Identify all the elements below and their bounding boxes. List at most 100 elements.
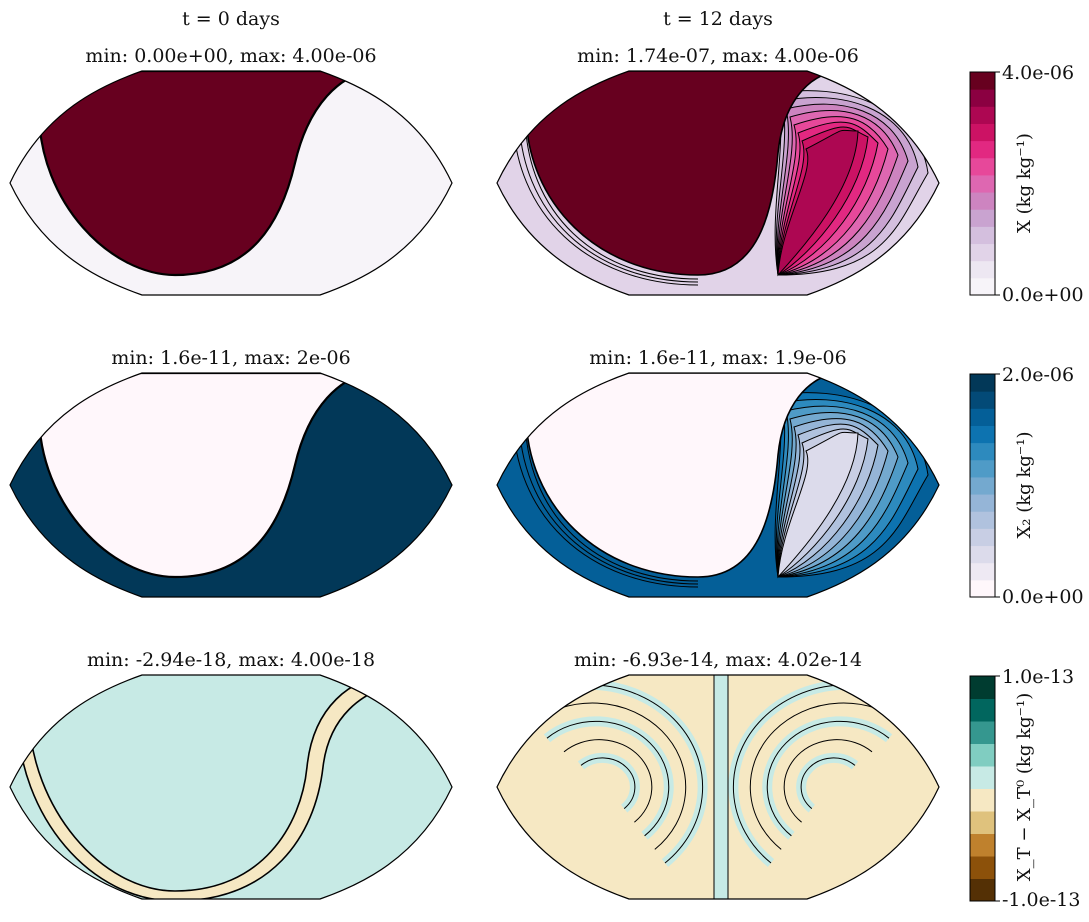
colorbar-xt-max: 1.0e-13 <box>1002 666 1074 688</box>
contour-line <box>512 414 699 588</box>
map-outline <box>9 674 453 900</box>
colorbar-segment <box>970 788 995 812</box>
colorbar-segment <box>970 226 995 245</box>
map-field <box>497 373 939 597</box>
colorbar-segment <box>970 743 995 767</box>
map-panel-5 <box>9 674 453 900</box>
colorbar-segment <box>970 140 995 159</box>
contour-line <box>518 414 699 585</box>
tracer-core <box>525 71 839 276</box>
colorbar-segment <box>970 579 995 598</box>
colorbar-x <box>969 71 1000 296</box>
colorbar-segment <box>970 528 995 547</box>
colorbar-x2-label: X₂ (kg kg⁻¹) <box>1014 431 1035 538</box>
column-title-right: t = 12 days <box>663 8 773 30</box>
colorbar-segment <box>970 374 995 392</box>
map-outline <box>496 70 940 296</box>
map-field <box>10 675 452 899</box>
colorbar-segment <box>970 209 995 227</box>
colorbar-xt-diff <box>969 675 1000 902</box>
filament-contour <box>749 702 907 850</box>
panel-title-1: min: 0.00e+00, max: 4.00e-06 <box>85 45 376 67</box>
colorbar-segment <box>970 106 995 124</box>
filament-contour <box>546 720 670 837</box>
panel-title-3: min: 1.6e-11, max: 2e-06 <box>111 347 350 369</box>
colorbar-segment <box>970 811 995 834</box>
colorbar-segment <box>970 408 995 426</box>
map-outline <box>496 674 940 900</box>
panel-title-5: min: -2.94e-18, max: 4.00e-18 <box>87 649 375 671</box>
colorbar-segment <box>970 878 995 902</box>
colorbar-segment <box>970 676 995 699</box>
map-field <box>497 675 939 899</box>
map-outline <box>9 70 453 296</box>
colorbar-x-label: X (kg kg⁻¹) <box>1014 133 1035 233</box>
contour-band <box>777 431 859 579</box>
colorbar-segment <box>970 766 995 789</box>
colorbar-segment <box>970 277 995 296</box>
map-field <box>497 71 939 295</box>
colorbar-x2-min: 0.0e+00 <box>1002 586 1084 608</box>
filament-contour <box>766 720 890 837</box>
colorbar-segment <box>970 494 995 512</box>
colorbar-x-min: 0.0e+00 <box>1002 284 1084 306</box>
filament-contour <box>563 739 653 823</box>
contour-line <box>524 112 699 280</box>
contour-line <box>512 112 699 286</box>
map-panel-1 <box>9 70 453 296</box>
colorbar-segment <box>970 721 995 744</box>
colorbar-segment <box>970 391 995 409</box>
panel-title-4: min: 1.6e-11, max: 1.9e-06 <box>589 347 846 369</box>
colorbar-x2 <box>969 373 1000 598</box>
panel-title-2: min: 1.74e-07, max: 4.00e-06 <box>577 45 859 67</box>
colorbar-frame <box>969 373 996 598</box>
colorbar-segment <box>970 459 995 478</box>
colorbar-segment <box>970 856 995 879</box>
contour-band <box>777 129 859 277</box>
map-panel-3 <box>9 372 453 598</box>
contour-line <box>518 112 699 283</box>
colorbar-segment <box>970 157 995 176</box>
colorbar-xt-min: -1.0e-13 <box>1002 889 1080 911</box>
colorbar-segment <box>970 72 995 90</box>
colorbar-x-max: 4.0e-06 <box>1002 62 1074 84</box>
colorbar-segment <box>970 833 995 857</box>
colorbar-segment <box>970 425 995 444</box>
tracer-core <box>525 373 839 578</box>
filament-contour <box>800 757 856 809</box>
map-panel-2 <box>496 70 940 296</box>
map-panel-4 <box>496 372 940 598</box>
colorbar-segment <box>970 545 995 564</box>
colorbar-segment <box>970 243 995 262</box>
map-field <box>10 373 452 597</box>
panel-title-6: min: -6.93e-14, max: 4.02e-14 <box>574 649 862 671</box>
tracer-region <box>37 71 372 277</box>
colorbar-frame <box>969 71 996 296</box>
map-outline <box>9 372 453 598</box>
map-panel-6 <box>496 674 940 900</box>
colorbar-segment <box>970 476 995 495</box>
colorbar-segment <box>970 442 995 461</box>
colorbar-segment <box>970 192 995 210</box>
map-outline <box>496 372 940 598</box>
filament <box>713 675 729 899</box>
colorbar-segment <box>970 511 995 529</box>
colorbar-frame <box>969 675 996 902</box>
colorbar-segment <box>970 174 995 193</box>
map-field <box>10 71 452 295</box>
filament-contour <box>580 757 636 809</box>
column-title-left: t = 0 days <box>182 8 280 30</box>
colorbar-xt-label: X_T − X_T⁰ (kg kg⁻¹) <box>1014 693 1035 881</box>
tracer-region <box>37 373 372 579</box>
contour-line <box>524 414 699 582</box>
colorbar-segment <box>970 89 995 107</box>
colorbar-segment <box>970 260 995 279</box>
map-background <box>10 675 452 899</box>
filament-contour <box>529 702 687 850</box>
colorbar-segment <box>970 698 995 722</box>
filament-contour <box>783 739 873 823</box>
colorbar-x2-max: 2.0e-06 <box>1002 364 1074 386</box>
colorbar-segment <box>970 123 995 142</box>
colorbar-segment <box>970 562 995 581</box>
